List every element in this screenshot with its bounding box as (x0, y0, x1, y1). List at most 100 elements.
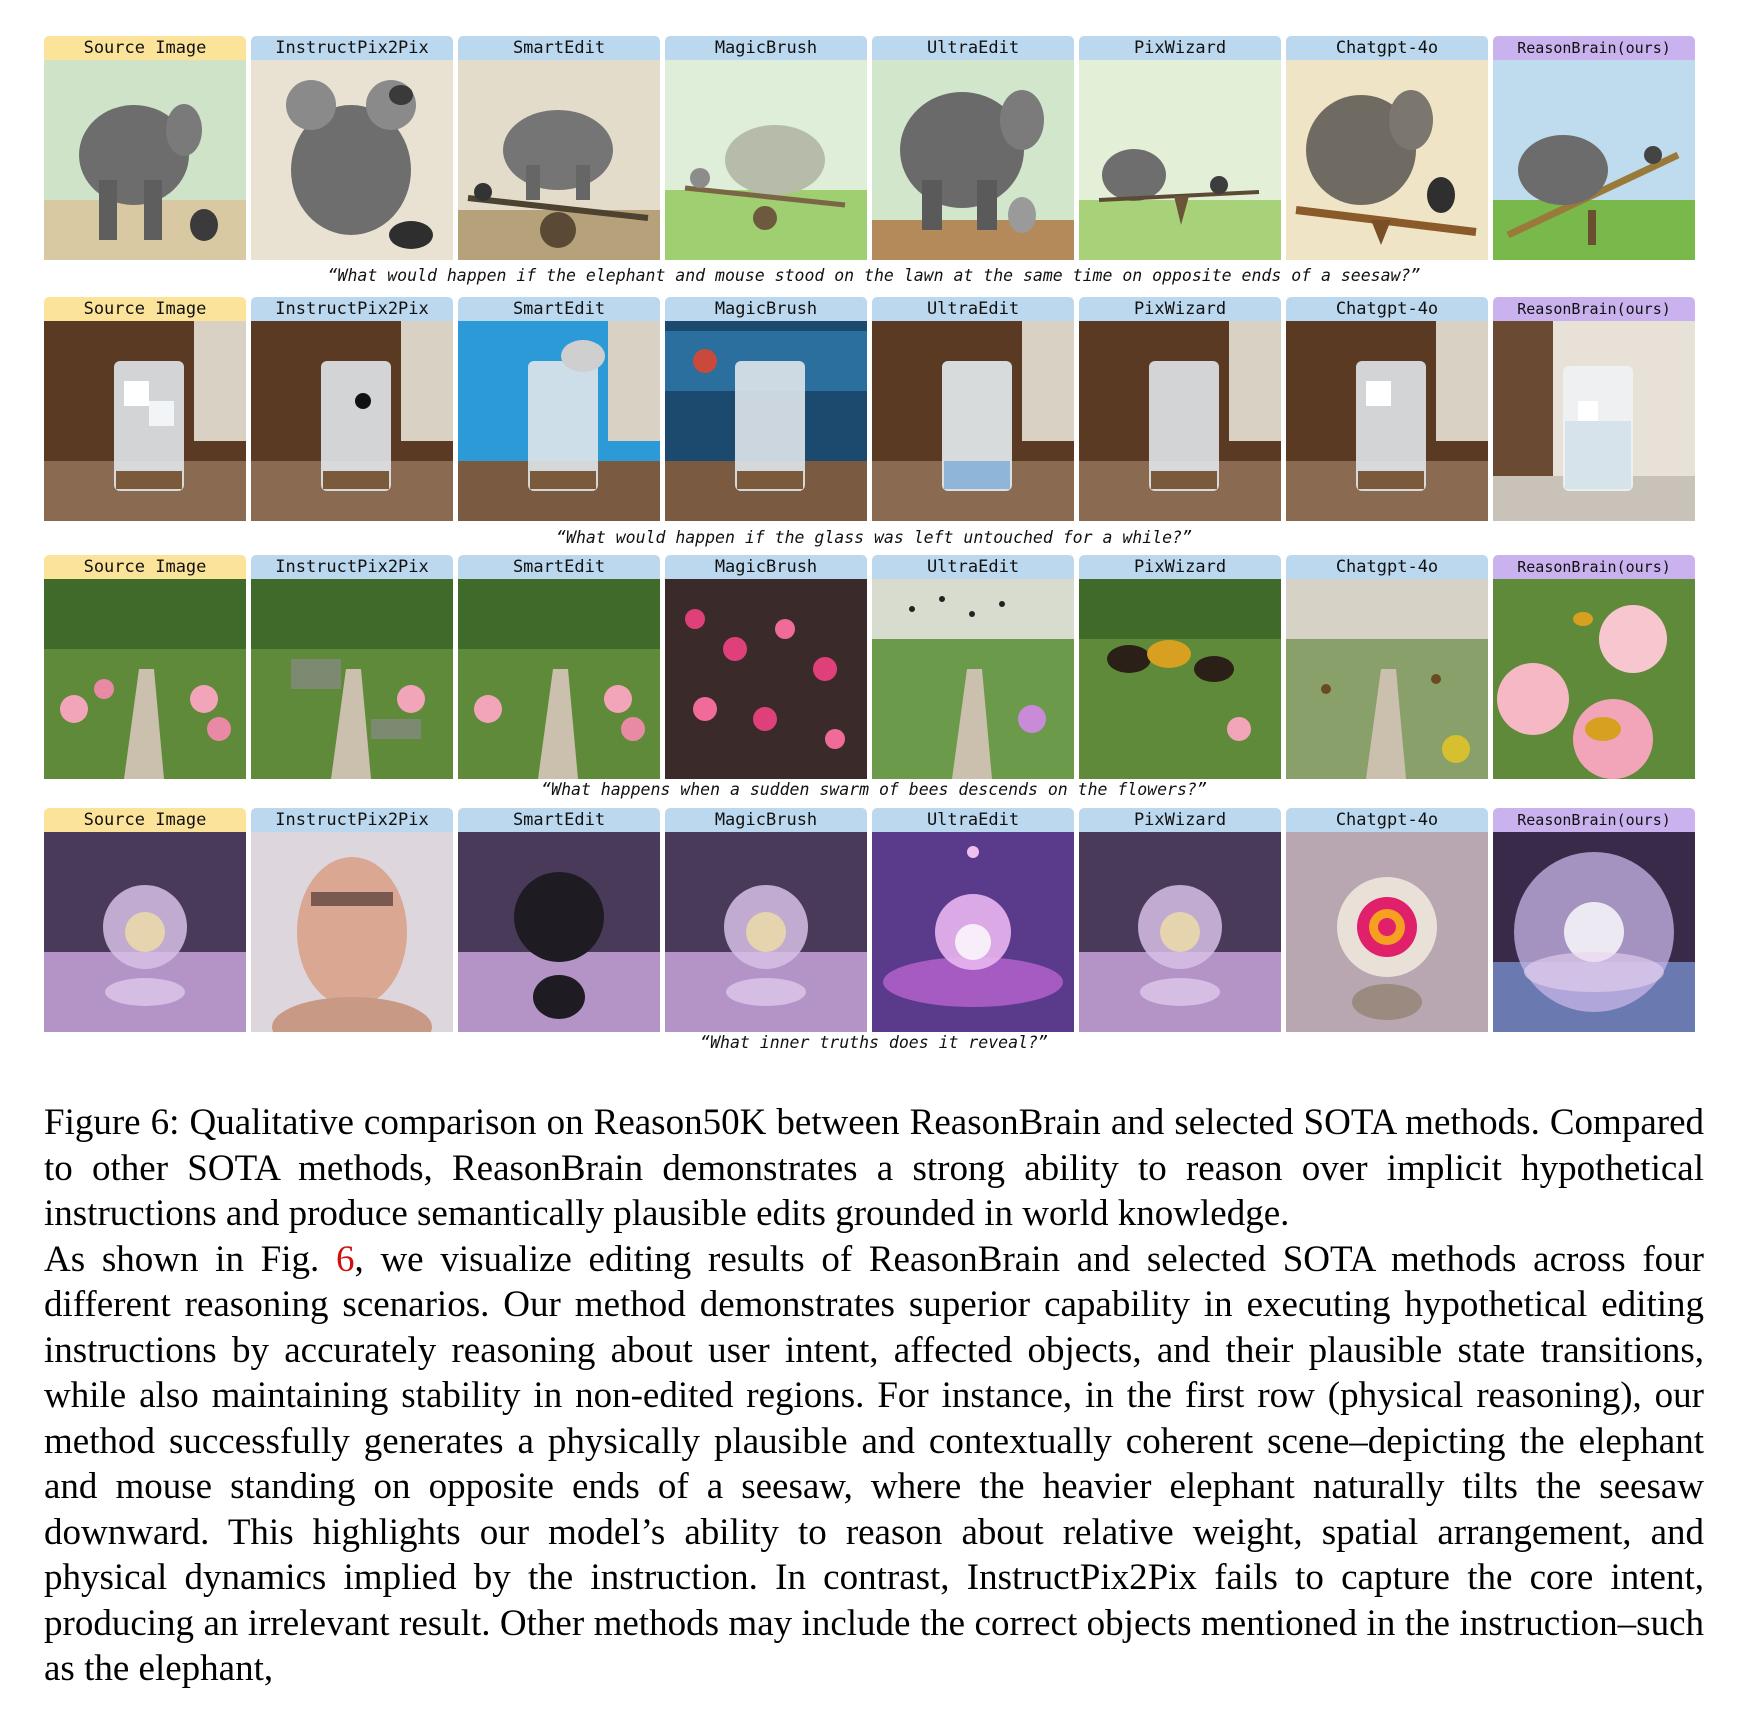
figure-cell: InstructPix2Pix (251, 297, 453, 521)
column-label: SmartEdit (458, 36, 660, 60)
instruction-prompt: “What happens when a sudden swarm of bee… (541, 780, 1207, 799)
result-image (251, 579, 453, 779)
figure-cell: ReasonBrain(ours) (1493, 36, 1695, 260)
figure-reference-link[interactable]: 6 (336, 1238, 355, 1280)
result-image (458, 579, 660, 779)
figure-cell: Source Image (44, 36, 246, 260)
figure-cell: PixWizard (1079, 297, 1281, 521)
result-image (251, 321, 453, 521)
result-image (1493, 60, 1695, 260)
figure-cell: PixWizard (1079, 808, 1281, 1032)
figure-cell: Chatgpt-4o (1286, 297, 1488, 521)
figure-cell: MagicBrush (665, 36, 867, 260)
column-label: MagicBrush (665, 297, 867, 321)
result-image (872, 832, 1074, 1032)
result-image (665, 832, 867, 1032)
figure-cell: Chatgpt-4o (1286, 36, 1488, 260)
column-label: Chatgpt-4o (1286, 297, 1488, 321)
column-label: Source Image (44, 555, 246, 579)
column-label: MagicBrush (665, 555, 867, 579)
paragraph-rest: , we visualize editing results of Reason… (44, 1238, 1704, 1690)
body-text: Figure 6: Qualitative comparison on Reas… (44, 1100, 1704, 1692)
column-label: Source Image (44, 808, 246, 832)
column-label: InstructPix2Pix (251, 297, 453, 321)
column-label: Chatgpt-4o (1286, 808, 1488, 832)
result-image (458, 832, 660, 1032)
column-label: SmartEdit (458, 808, 660, 832)
result-image (1079, 321, 1281, 521)
figure-cell: UltraEdit (872, 36, 1074, 260)
result-image (1286, 579, 1488, 779)
paragraph-start: As shown in Fig. (44, 1238, 336, 1280)
figure-cell: PixWizard (1079, 36, 1281, 260)
result-image (458, 321, 660, 521)
figure-cell: MagicBrush (665, 808, 867, 1032)
figure-cell: UltraEdit (872, 555, 1074, 779)
figure-cell: InstructPix2Pix (251, 36, 453, 260)
column-label: PixWizard (1079, 808, 1281, 832)
column-label: Source Image (44, 36, 246, 60)
figure-cell: SmartEdit (458, 36, 660, 260)
body-paragraph: As shown in Fig. 6, we visualize editing… (44, 1237, 1704, 1692)
column-label: UltraEdit (872, 808, 1074, 832)
column-label: ReasonBrain(ours) (1493, 297, 1695, 321)
figure-cell: Chatgpt-4o (1286, 808, 1488, 1032)
figure-cell: InstructPix2Pix (251, 555, 453, 779)
result-image (872, 60, 1074, 260)
column-label: InstructPix2Pix (251, 36, 453, 60)
result-image (1493, 321, 1695, 521)
column-label: UltraEdit (872, 555, 1074, 579)
column-label: UltraEdit (872, 36, 1074, 60)
column-label: PixWizard (1079, 297, 1281, 321)
column-label: Chatgpt-4o (1286, 555, 1488, 579)
figure-cell: UltraEdit (872, 297, 1074, 521)
result-image (1079, 60, 1281, 260)
column-label: ReasonBrain(ours) (1493, 555, 1695, 579)
source-image (44, 579, 246, 779)
result-image (665, 579, 867, 779)
result-image (665, 60, 867, 260)
column-label: InstructPix2Pix (251, 555, 453, 579)
column-label: InstructPix2Pix (251, 808, 453, 832)
column-label: PixWizard (1079, 555, 1281, 579)
figure-cell: MagicBrush (665, 555, 867, 779)
source-image (44, 60, 246, 260)
figure-cell: InstructPix2Pix (251, 808, 453, 1032)
result-image (872, 321, 1074, 521)
result-image (1493, 579, 1695, 779)
result-image (1079, 832, 1281, 1032)
result-image (872, 579, 1074, 779)
figure-cell: SmartEdit (458, 808, 660, 1032)
instruction-prompt: “What would happen if the elephant and m… (327, 266, 1421, 285)
result-image (1079, 579, 1281, 779)
source-image (44, 321, 246, 521)
column-label: ReasonBrain(ours) (1493, 36, 1695, 60)
figure-cell: ReasonBrain(ours) (1493, 808, 1695, 1032)
figure-cell: Source Image (44, 555, 246, 779)
figure-cell: Source Image (44, 808, 246, 1032)
figure-cell: Chatgpt-4o (1286, 555, 1488, 779)
figure-cell: UltraEdit (872, 808, 1074, 1032)
result-image (1286, 60, 1488, 260)
column-label: SmartEdit (458, 297, 660, 321)
column-label: MagicBrush (665, 808, 867, 832)
column-label: SmartEdit (458, 555, 660, 579)
figure-caption: Figure 6: Qualitative comparison on Reas… (44, 1102, 1704, 1234)
figure-cell: ReasonBrain(ours) (1493, 297, 1695, 521)
source-image (44, 832, 246, 1032)
figure-cell: Source Image (44, 297, 246, 521)
result-image (458, 60, 660, 260)
column-label: MagicBrush (665, 36, 867, 60)
figure-cell: SmartEdit (458, 555, 660, 779)
column-label: Chatgpt-4o (1286, 36, 1488, 60)
column-label: UltraEdit (872, 297, 1074, 321)
result-image (1493, 832, 1695, 1032)
column-label: ReasonBrain(ours) (1493, 808, 1695, 832)
result-image (1286, 321, 1488, 521)
result-image (251, 832, 453, 1032)
result-image (665, 321, 867, 521)
figure-cell: PixWizard (1079, 555, 1281, 779)
instruction-prompt: “What inner truths does it reveal?” (700, 1033, 1048, 1052)
figure-cell: SmartEdit (458, 297, 660, 521)
